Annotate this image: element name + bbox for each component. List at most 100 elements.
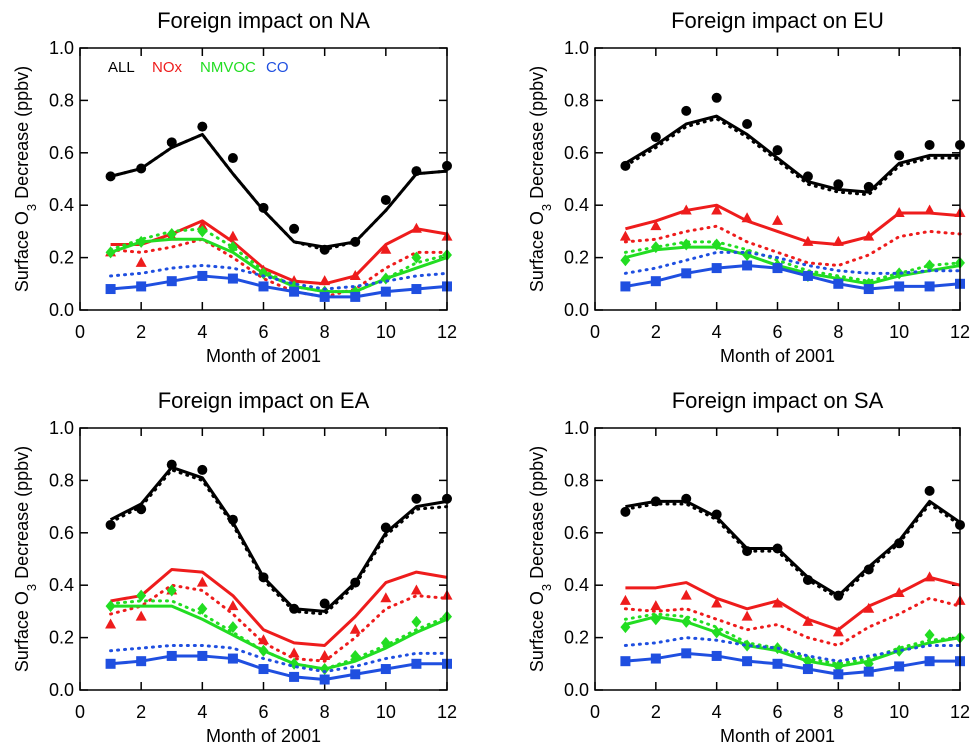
y-tick-label: 0.2	[564, 628, 589, 648]
y-tick-label: 1.0	[564, 418, 589, 438]
y-axis-label-part: Decrease (ppbv)	[527, 66, 547, 204]
x-tick-label: 6	[258, 322, 268, 342]
marker	[135, 610, 147, 621]
marker	[289, 671, 300, 682]
y-tick-label: 0.6	[49, 143, 74, 163]
panel-title: Foreign impact on NA	[157, 8, 370, 33]
x-tick-label: 10	[376, 702, 396, 722]
marker	[319, 291, 330, 302]
marker	[650, 653, 661, 664]
marker	[802, 615, 814, 626]
plot-area	[105, 121, 453, 302]
marker	[380, 664, 391, 675]
marker	[681, 615, 692, 628]
y-tick-label: 0.4	[564, 575, 589, 595]
panel: Foreign impact on EU Month of 2001 Surface…	[527, 8, 970, 366]
marker	[772, 214, 783, 225]
marker	[349, 269, 361, 280]
marker	[410, 222, 422, 233]
marker	[772, 145, 783, 156]
plot-frame	[594, 47, 961, 311]
marker	[650, 220, 662, 231]
y-tick-label: 0.8	[49, 90, 74, 110]
panel: Foreign impact on NA Month of 2001 Surface…	[12, 8, 457, 366]
marker	[136, 163, 147, 174]
marker	[136, 235, 147, 248]
legend-label: ALL	[108, 59, 135, 76]
marker	[258, 644, 269, 657]
y-axis-label-part: Surface O	[12, 211, 32, 292]
x-tick-label: 4	[712, 702, 722, 722]
marker	[742, 260, 753, 271]
marker	[380, 592, 392, 603]
marker	[258, 202, 269, 213]
marker	[258, 267, 269, 280]
marker	[924, 571, 936, 582]
marker	[833, 179, 844, 190]
line	[109, 465, 448, 613]
y-tick-label: 0.0	[564, 680, 589, 700]
marker	[166, 276, 177, 287]
marker	[620, 281, 631, 292]
marker	[350, 236, 361, 247]
marker	[650, 276, 661, 287]
marker	[319, 674, 330, 685]
marker	[289, 223, 300, 234]
y-axis-label-part: Decrease (ppbv)	[12, 446, 32, 584]
marker	[350, 669, 361, 680]
dotted-line	[623, 117, 962, 197]
marker	[619, 594, 631, 605]
y-axis-label-part: Decrease (ppbv)	[527, 446, 547, 584]
line	[624, 114, 960, 194]
marker	[924, 204, 936, 215]
y-axis-label-part: 3	[24, 584, 39, 591]
marker	[924, 628, 935, 641]
marker	[105, 284, 116, 295]
marker	[711, 238, 722, 251]
plot-frame	[79, 427, 448, 691]
x-tick-label: 10	[889, 702, 909, 722]
marker	[197, 650, 208, 661]
line	[625, 203, 961, 246]
x-tick-label: 8	[320, 322, 330, 342]
marker	[166, 137, 177, 148]
marker	[894, 538, 905, 549]
marker	[802, 235, 814, 246]
y-tick-label: 0.8	[49, 470, 74, 490]
x-tick-label: 10	[889, 322, 909, 342]
marker	[197, 121, 208, 132]
line	[110, 132, 448, 249]
marker	[620, 160, 631, 171]
marker	[289, 286, 300, 297]
marker	[650, 613, 661, 626]
line	[625, 651, 960, 676]
marker	[863, 602, 875, 613]
x-tick-label: 0	[590, 702, 600, 722]
line	[625, 575, 961, 632]
marker	[924, 656, 935, 667]
marker	[227, 153, 238, 164]
y-tick-label: 0.4	[49, 195, 74, 215]
marker	[924, 485, 935, 496]
dotted-line	[109, 583, 449, 663]
line	[625, 615, 961, 668]
dotted-line	[623, 240, 962, 283]
line	[625, 245, 961, 286]
marker	[711, 650, 722, 661]
x-axis-label: Month of 2001	[206, 726, 321, 746]
marker	[681, 238, 692, 251]
marker	[350, 649, 361, 662]
marker	[105, 246, 116, 259]
marker	[833, 669, 844, 680]
marker	[863, 230, 875, 241]
dotted-line	[623, 501, 962, 601]
marker	[893, 587, 905, 598]
y-tick-label: 0.0	[49, 300, 74, 320]
marker	[380, 243, 392, 254]
marker	[650, 132, 661, 143]
x-tick-label: 6	[772, 322, 782, 342]
y-axis-label: Surface O3 Decrease (ppbv)	[527, 66, 554, 292]
line	[110, 604, 448, 671]
y-tick-label: 1.0	[49, 418, 74, 438]
marker	[924, 281, 935, 292]
